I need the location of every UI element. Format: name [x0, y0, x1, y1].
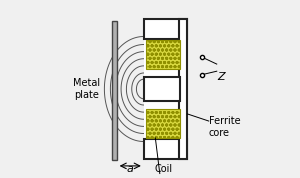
Bar — [144, 19, 188, 159]
Bar — [146, 40, 180, 69]
Text: Ferrite
core: Ferrite core — [209, 116, 240, 138]
Bar — [112, 21, 117, 160]
Text: Metal
plate: Metal plate — [73, 78, 101, 100]
Text: a: a — [127, 164, 134, 174]
Text: Coil: Coil — [154, 164, 172, 174]
Bar — [144, 139, 188, 159]
Bar — [144, 19, 188, 39]
Bar — [146, 109, 180, 138]
Bar — [179, 19, 188, 159]
Bar — [144, 77, 180, 101]
Text: Z: Z — [218, 72, 225, 82]
